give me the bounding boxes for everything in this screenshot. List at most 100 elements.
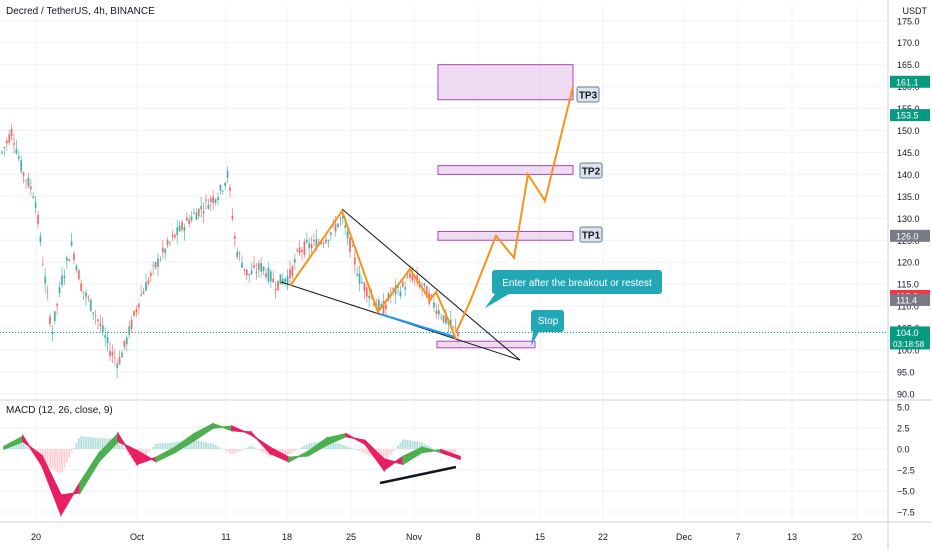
price-badge [890,109,930,122]
macd-histogram-bar [385,449,387,461]
candle-body [351,246,354,248]
candle-body [262,266,265,271]
macd-histogram-bar [435,449,438,450]
time-tick-label: 22 [598,532,608,542]
macd-histogram-bar [214,445,217,449]
macd-ribbon-segment [288,450,309,463]
candle-body [214,199,217,203]
candle-body [17,156,20,159]
candle-body [171,235,174,237]
time-tick-label: 11 [221,532,230,542]
candle-body [185,217,188,221]
candle-body [346,231,349,239]
macd-histogram-bar [248,446,251,449]
macd-histogram-bar [89,437,92,449]
candle-body [243,268,246,271]
candle-body [37,214,39,224]
candle-body [8,134,11,143]
candle-body [164,249,167,254]
candle-body [178,225,181,232]
macd-histogram-bar [303,445,306,449]
candle-body [123,340,126,347]
macd-histogram-bar [346,446,349,449]
macd-histogram-bar [445,449,447,453]
candlesticks [1,123,459,378]
candle-body [248,273,251,276]
candle-body [399,291,402,296]
macd-histogram-bar [387,449,390,458]
macd-tick-label: −5.0 [897,487,915,497]
candle-body [135,309,138,313]
price-badge [890,75,930,88]
macd-histogram-bar [82,436,85,449]
macd-histogram-bar [147,449,150,453]
macd-histogram-bar [164,443,167,449]
macd-divergence-line [379,465,457,485]
macd-histogram-bar [212,443,215,449]
macd-ribbon-segment [402,446,423,466]
candle-body [111,351,114,356]
candle-body [205,199,207,201]
macd-histogram-bar [430,447,433,449]
candle-body [87,297,90,299]
candle-body [404,287,407,290]
macd-ribbon-segment [193,422,214,442]
candle-body [317,242,320,243]
macd-histogram-bar [293,449,296,452]
candle-body [238,252,241,255]
candle-body [301,249,303,252]
price-tick-label: 140.0 [897,170,920,180]
candle-body [113,357,116,359]
macd-histogram-bar [58,449,61,474]
macd-histogram-bar [195,440,198,449]
candle-body [380,304,383,308]
macd-histogram-bar [423,443,426,449]
macd-histogram-bar [118,441,121,449]
candle-body [212,196,215,203]
macd-histogram-bar [25,445,27,449]
candle-body [452,325,455,327]
candle-body [109,350,111,356]
candle-body [308,243,311,249]
tp3-label: TP3 [579,91,598,102]
macd-histogram-bar [159,443,162,449]
candle-body [5,140,8,144]
candle-body [149,272,152,277]
macd-histogram-bar [253,447,255,449]
macd-histogram-bar [368,449,371,456]
candle-body [425,286,428,298]
macd-histogram-bar [344,445,347,449]
price-tick-label: 110.0 [897,302,919,312]
time-tick-label: 8 [475,532,480,542]
candle-body [133,311,135,316]
candle-body [169,242,171,244]
candle-body [92,312,95,315]
candle-body [15,148,18,154]
macd-histogram-bar [51,449,54,469]
candle-body [435,310,438,314]
macd-ribbon-segment [440,448,461,461]
candle-body [209,198,212,202]
macd-histogram-bar [425,444,428,449]
price-tick-label: 165.0 [897,60,920,70]
macd-histogram-bar [169,442,171,449]
macd-ribbon-segment [364,438,385,473]
candle-body [118,356,121,365]
candle-body [130,319,133,329]
candle-body [315,239,318,250]
macd-histogram-bar [233,449,236,454]
candle-body [291,266,294,276]
macd-histogram-bar [329,441,332,449]
annotations: TP3 TP2 TP1 Enter after the breakout or res… [485,86,662,346]
candle-body [310,244,313,249]
stop-note: Stop [538,316,559,327]
macd-histogram-bar [75,443,78,449]
candle-body [293,259,296,263]
macd-title: MACD (12, 26, close, 9) [6,405,113,416]
macd-histogram-bar [397,445,399,449]
macd-histogram-bar [17,443,20,449]
macd-histogram-bar [250,446,253,449]
macd-histogram-bar [63,449,66,468]
macd-histogram-bar [161,443,164,449]
